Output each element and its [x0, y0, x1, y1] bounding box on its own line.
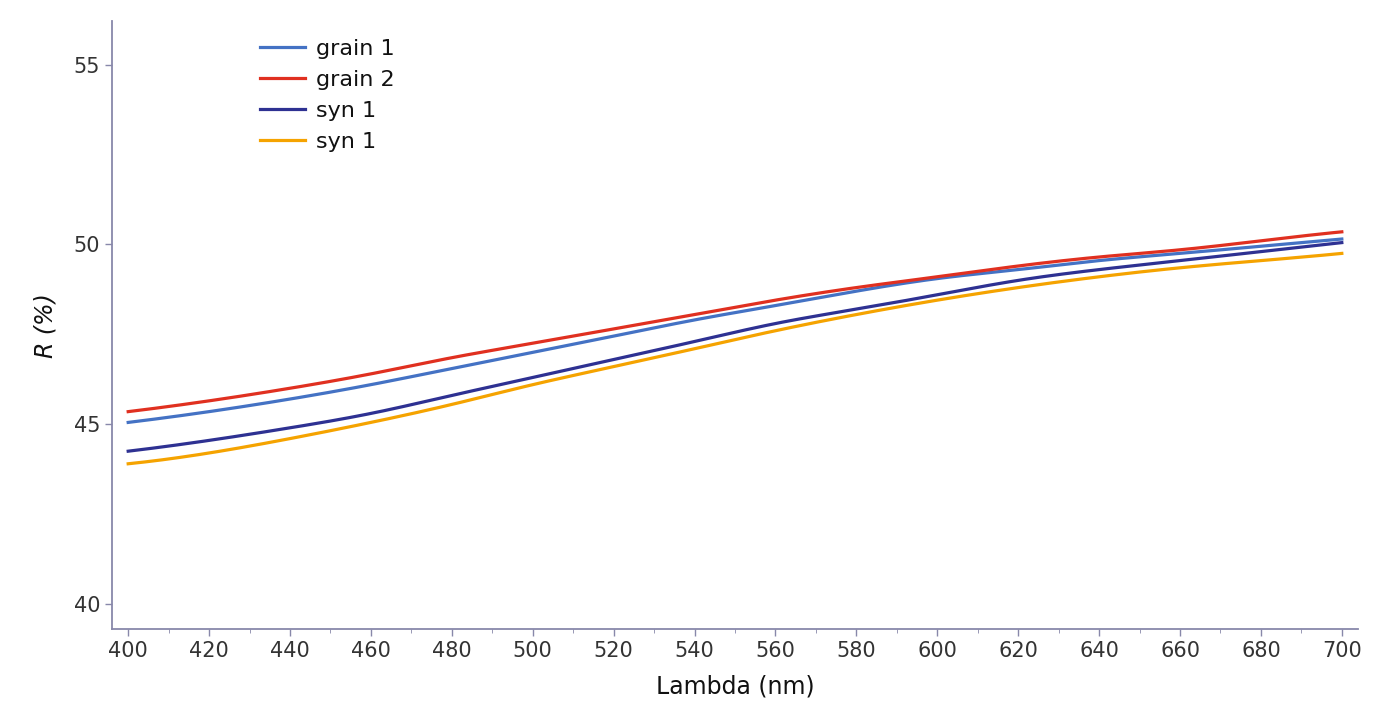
grain 2	[120, 408, 137, 416]
grain 2	[1333, 227, 1350, 236]
syn 1	[843, 311, 860, 320]
syn 1	[696, 342, 713, 351]
Line: syn 1: syn 1	[129, 242, 1341, 451]
X-axis label: Lambda (nm): Lambda (nm)	[655, 675, 815, 699]
syn 1	[1114, 270, 1131, 278]
Y-axis label: R (%): R (%)	[34, 293, 57, 358]
syn 1	[843, 306, 860, 315]
syn 1	[696, 335, 713, 343]
Legend: grain 1, grain 2, syn 1, syn 1: grain 1, grain 2, syn 1, syn 1	[260, 39, 395, 152]
grain 2	[777, 295, 794, 303]
grain 2	[703, 307, 720, 316]
grain 1	[1305, 237, 1322, 246]
syn 1	[1305, 242, 1322, 250]
grain 2	[1305, 230, 1322, 239]
Line: syn 1: syn 1	[129, 253, 1341, 464]
grain 1	[703, 312, 720, 321]
syn 1	[703, 340, 720, 349]
grain 1	[1333, 235, 1350, 243]
grain 1	[777, 300, 794, 308]
Line: grain 2: grain 2	[129, 232, 1341, 412]
syn 1	[1114, 262, 1131, 271]
syn 1	[120, 460, 137, 468]
grain 1	[120, 418, 137, 427]
syn 1	[1305, 252, 1322, 260]
Line: grain 1: grain 1	[129, 239, 1341, 423]
syn 1	[777, 325, 794, 333]
syn 1	[703, 333, 720, 342]
grain 1	[1114, 254, 1131, 262]
grain 2	[843, 284, 860, 292]
grain 2	[1114, 250, 1131, 259]
grain 1	[843, 288, 860, 297]
syn 1	[1333, 249, 1350, 257]
syn 1	[120, 447, 137, 455]
grain 1	[696, 314, 713, 322]
syn 1	[1333, 238, 1350, 247]
grain 2	[696, 308, 713, 317]
syn 1	[777, 317, 794, 326]
